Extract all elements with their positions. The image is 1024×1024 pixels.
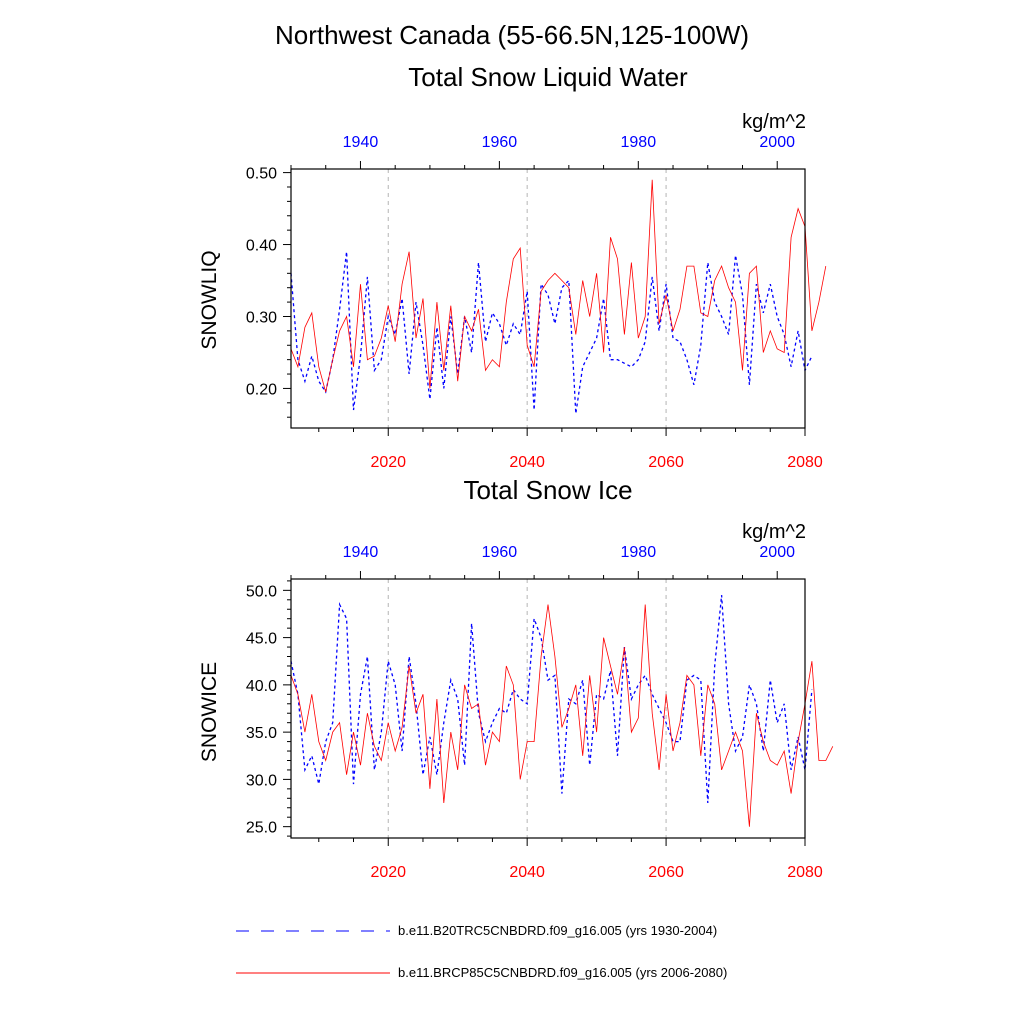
snowice-ytick-label: 45.0	[246, 631, 277, 648]
snowliq-ytick-label: 0.30	[246, 309, 277, 326]
snowice-historical-line	[290, 595, 813, 804]
snowliq-ytick-label: 0.40	[246, 238, 277, 255]
snowliq-xtick-label-top: 2000	[759, 134, 795, 151]
snowliq-xtick-label-top: 1940	[343, 134, 379, 151]
snowliq-xtick-label-bottom: 2060	[648, 454, 684, 471]
snowice-xtick-label-top: 1960	[482, 544, 518, 561]
snowliq-title: Total Snow Liquid Water	[408, 62, 688, 92]
snowliq-xtick-label-bottom: 2040	[509, 454, 545, 471]
snowliq-ytick-label: 0.50	[246, 166, 277, 183]
legend: b.e11.B20TRC5CNBDRD.f09_g16.005 (yrs 193…	[236, 923, 727, 980]
snowice-xtick-label-bottom: 2080	[787, 864, 823, 881]
snowice-xtick-label-top: 2000	[759, 544, 795, 561]
snowice-ytick-label: 40.0	[246, 678, 277, 695]
snowliq-historical-line	[290, 251, 813, 414]
snowice-units: kg/m^2	[742, 521, 806, 543]
snowice-xtick-label-bottom: 2060	[648, 864, 684, 881]
snowliq-rcp85-line	[290, 179, 827, 393]
snowice-ytick-label: 25.0	[246, 820, 277, 837]
snowice-ylabel: SNOWICE	[198, 662, 221, 762]
snowice-xtick-label-bottom: 2020	[370, 864, 406, 881]
snowliq-units: kg/m^2	[742, 111, 806, 133]
snowliq-xtick-label-top: 1960	[482, 134, 518, 151]
snowliq-ylabel: SNOWLIQ	[198, 250, 221, 349]
snowice-ytick-label: 30.0	[246, 772, 277, 789]
snowice-xtick-label-bottom: 2040	[509, 864, 545, 881]
snowliq-panel: Total Snow Liquid Water kg/m^2 SNOWLIQ 0…	[198, 62, 827, 471]
snowice-plot-frame	[290, 578, 806, 839]
snowliq-xtick-label-top: 1980	[621, 134, 657, 151]
snowice-ytick-label: 35.0	[246, 725, 277, 742]
legend-label-historical: b.e11.B20TRC5CNBDRD.f09_g16.005 (yrs 193…	[398, 923, 717, 938]
snowice-ytick-label: 50.0	[246, 583, 277, 600]
snowliq-plot-frame	[290, 168, 806, 429]
snowice-xtick-label-top: 1980	[621, 544, 657, 561]
legend-label-rcp85: b.e11.BRCP85C5CNBDRD.f09_g16.005 (yrs 20…	[398, 965, 727, 980]
snowliq-ytick-label: 0.20	[246, 381, 277, 398]
snowice-panel: Total Snow Ice kg/m^2 SNOWICE 25.0 30.0 35…	[198, 475, 834, 881]
snowice-rcp85-line	[290, 604, 834, 827]
snowliq-xtick-label-bottom: 2080	[787, 454, 823, 471]
figure-title: Northwest Canada (55-66.5N,125-100W)	[275, 20, 749, 50]
snowliq-xtick-label-bottom: 2020	[370, 454, 406, 471]
snowice-title: Total Snow Ice	[463, 475, 632, 505]
snowice-xtick-label-top: 1940	[343, 544, 379, 561]
